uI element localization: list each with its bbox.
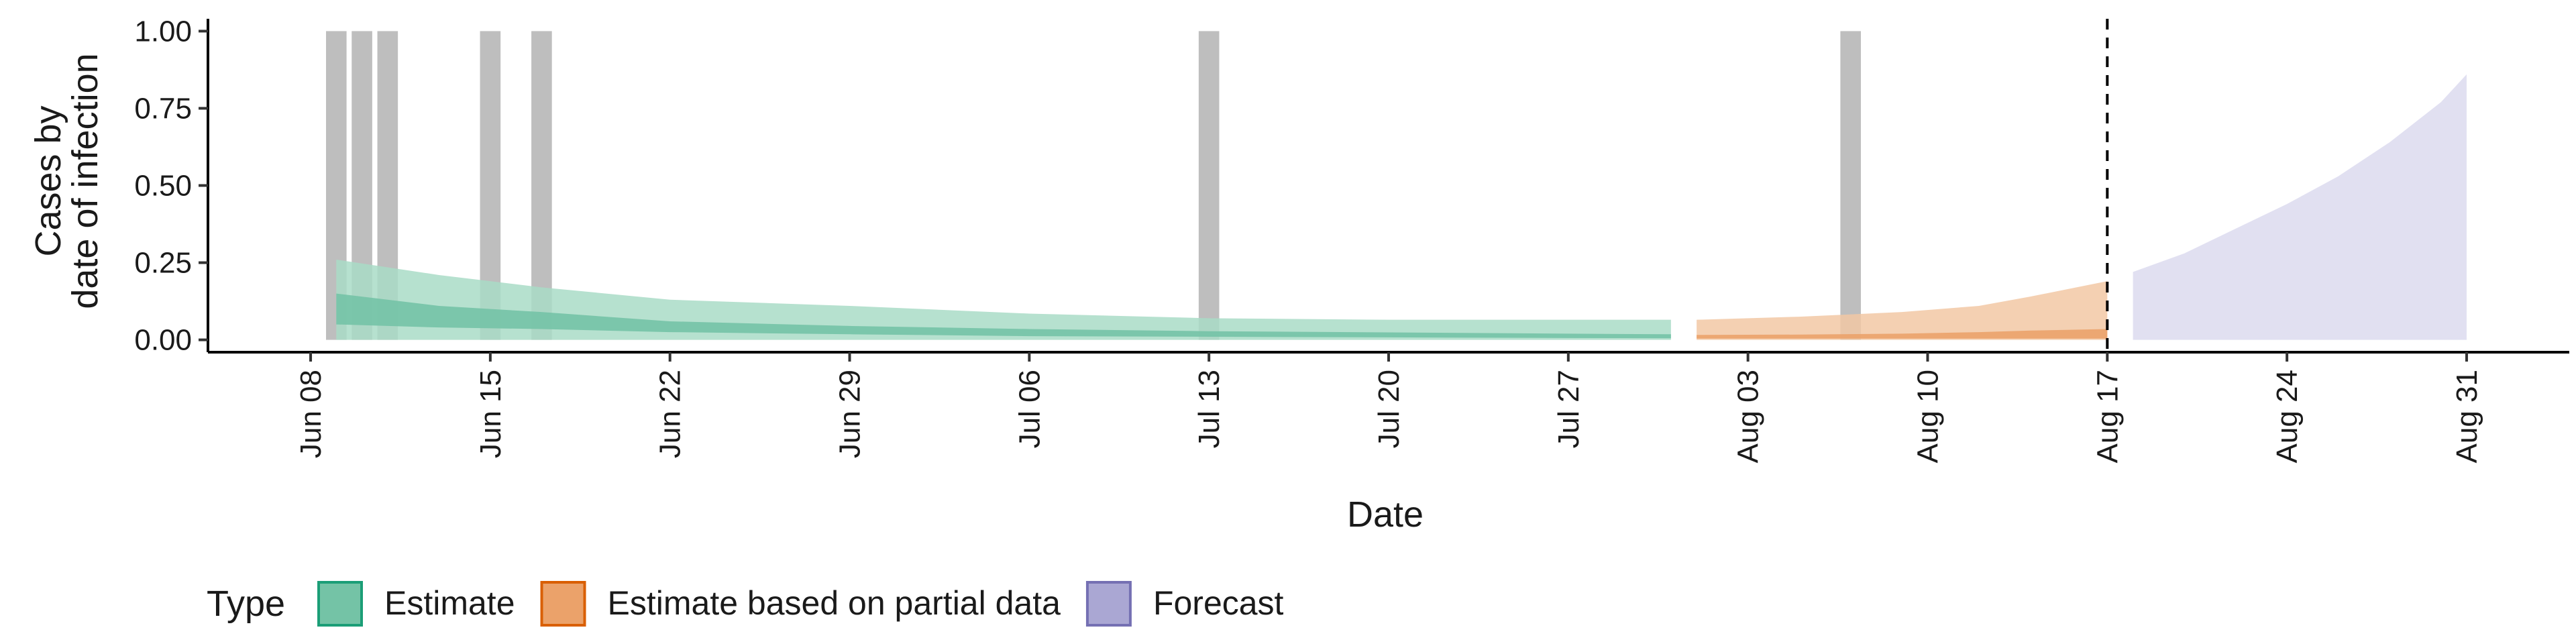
y-tick-label: 0.50 — [134, 170, 192, 203]
x-tick-label: Aug 24 — [2271, 370, 2304, 463]
x-tick-label: Jun 15 — [474, 370, 507, 458]
legend-title: Type — [207, 584, 285, 624]
x-tick-label: Jun 08 — [294, 370, 327, 458]
estimate-inner-band — [336, 293, 1671, 339]
y-tick-label: 0.00 — [134, 324, 192, 357]
x-tick-label: Jun 22 — [654, 370, 687, 458]
legend-label-forecast: Forecast — [1153, 584, 1284, 622]
estimate-based-on-partial-data-outer-band — [1697, 281, 2108, 340]
y-tick-label: 1.00 — [134, 15, 192, 48]
y-axis-title-line-2: date of infection — [65, 53, 105, 309]
case-bar-6 — [1198, 31, 1220, 340]
y-tick-label: 0.25 — [134, 247, 192, 280]
legend: Type Estimate Estimate based on partial d… — [207, 581, 1284, 627]
x-tick-label: Jul 13 — [1193, 370, 1226, 448]
x-tick-label: Aug 10 — [1911, 370, 1944, 463]
x-tick-label: Jul 06 — [1013, 370, 1046, 448]
x-tick-label: Aug 03 — [1732, 370, 1765, 463]
y-axis-title-line-1: Cases by — [28, 105, 68, 256]
legend-label-estimate-based-on-partial-data: Estimate based on partial data — [608, 584, 1061, 622]
x-tick-label: Jul 20 — [1373, 370, 1405, 448]
x-axis-title: Date — [1347, 494, 1424, 535]
x-tick-label: Jul 27 — [1552, 370, 1585, 448]
case-bar-7 — [1840, 31, 1861, 340]
estimate-based-on-partial-data-inner-band — [1697, 329, 2108, 339]
legend-swatch-estimate-based-on-partial-data — [540, 581, 586, 627]
x-tick-label: Aug 31 — [2451, 370, 2483, 463]
estimate-bands — [336, 74, 2467, 340]
legend-swatch-estimate — [317, 581, 363, 627]
y-axis-ticks: 0.00 0.25 0.50 0.75 1.00 — [134, 15, 208, 357]
legend-label-estimate: Estimate — [384, 584, 515, 622]
x-tick-label: Aug 17 — [2091, 370, 2124, 463]
x-tick-label: Jun 29 — [834, 370, 867, 458]
forecast-outer-band — [2133, 74, 2467, 340]
y-tick-label: 0.75 — [134, 92, 192, 125]
x-axis-ticks: Jun 08 Jun 15 Jun 22 Jun 29 Jul 06 Jul 13 Jul … — [294, 352, 2483, 463]
legend-swatch-forecast — [1085, 581, 1132, 627]
estimate-outer-band — [336, 259, 1671, 340]
